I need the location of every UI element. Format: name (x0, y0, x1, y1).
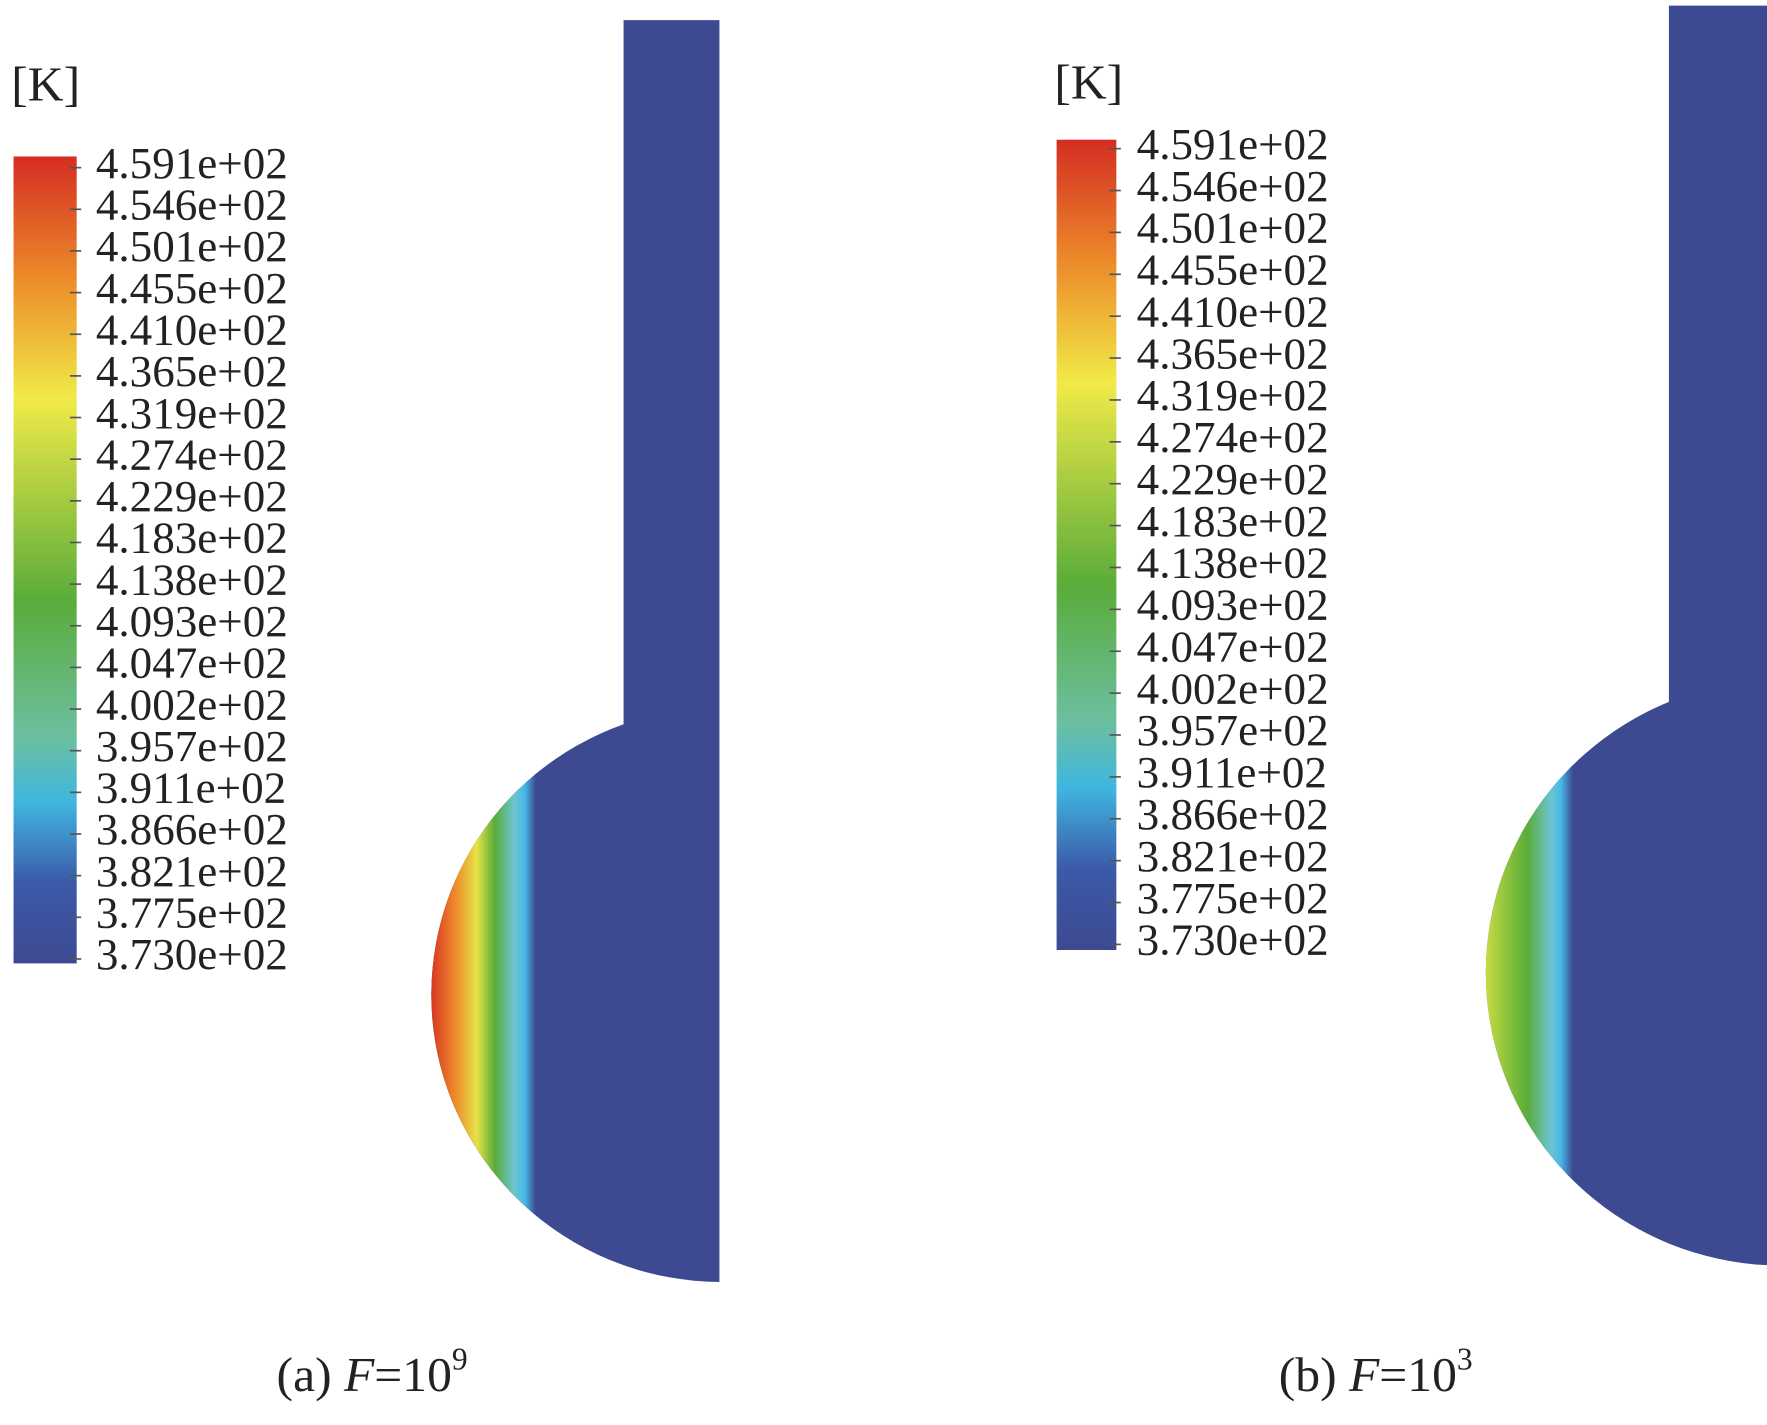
colorbar-label: 4.546e+02 (1137, 161, 1329, 211)
colorbar-label: 3.730e+02 (96, 929, 288, 979)
colorbar-label: 3.911e+02 (96, 763, 286, 813)
colorbar-label: 4.546e+02 (96, 180, 288, 230)
colorbar-label: 4.365e+02 (1137, 328, 1329, 378)
caption-equals: =10 (1379, 1348, 1457, 1403)
caption-equals: =10 (374, 1348, 452, 1403)
space (332, 1348, 344, 1403)
colorbar-label: 3.775e+02 (1137, 873, 1329, 923)
colorbar-label: 4.591e+02 (1137, 119, 1329, 169)
colorbar (1056, 139, 1117, 951)
caption-exponent: 3 (1457, 1342, 1473, 1377)
colorbar-label: 4.229e+02 (96, 471, 288, 521)
colorbar-label: 4.138e+02 (1137, 538, 1329, 588)
hot-zone (1485, 670, 1574, 1266)
colorbar-label: 4.002e+02 (1137, 664, 1329, 714)
space (1337, 1348, 1349, 1403)
colorbar-label: 4.274e+02 (1137, 412, 1329, 462)
caption-variable: F (343, 1348, 375, 1403)
colorbar-label: 3.866e+02 (96, 804, 288, 854)
colorbar-label: 4.501e+02 (1137, 203, 1329, 253)
colorbar-label: 4.047e+02 (1137, 622, 1329, 672)
unit-label: [K] (1054, 55, 1123, 110)
colorbar-label: 3.911e+02 (1137, 747, 1327, 797)
caption-variable: F (1348, 1348, 1380, 1403)
colorbar-label: 4.591e+02 (96, 138, 288, 188)
colorbar-label: 4.183e+02 (1137, 496, 1329, 546)
colorbar-label: 4.138e+02 (96, 555, 288, 605)
colorbar-label: 3.821e+02 (1137, 831, 1329, 881)
colorbar-label: 4.093e+02 (1137, 580, 1329, 630)
caption-exponent: 9 (452, 1342, 468, 1377)
colorbar-label: 3.957e+02 (96, 721, 288, 771)
colorbar (13, 156, 77, 964)
colorbar-label: 4.047e+02 (96, 638, 288, 688)
colorbar-label: 3.821e+02 (96, 846, 288, 896)
colorbar-label: 4.501e+02 (96, 221, 288, 271)
unit-label: [K] (11, 57, 80, 112)
colorbar-label: 3.775e+02 (96, 888, 288, 938)
caption: (a) F=109 (277, 1342, 468, 1403)
hot-zone (431, 670, 542, 1282)
caption-label: (b) (1279, 1348, 1337, 1403)
colorbar-label: 4.410e+02 (96, 305, 288, 355)
colorbar-label: 4.410e+02 (1137, 287, 1329, 337)
colorbar-label: 3.730e+02 (1137, 915, 1329, 965)
domain-b (1485, 5, 1767, 1266)
caption-label: (a) (277, 1348, 332, 1403)
caption: (b) F=103 (1279, 1342, 1473, 1403)
domain-a (431, 20, 720, 1282)
colorbar-label: 4.229e+02 (1137, 454, 1329, 504)
colorbar-label: 4.319e+02 (1137, 370, 1329, 420)
colorbar-label: 4.093e+02 (96, 596, 288, 646)
colorbar-label: 4.455e+02 (96, 263, 288, 313)
colorbar-label: 4.365e+02 (96, 346, 288, 396)
colorbar-label: 4.274e+02 (96, 430, 288, 480)
colorbar-label: 4.183e+02 (96, 513, 288, 563)
colorbar-label: 3.957e+02 (1137, 705, 1329, 755)
colorbar-label: 4.319e+02 (96, 388, 288, 438)
colorbar-label: 4.455e+02 (1137, 245, 1329, 295)
colorbar-label: 4.002e+02 (96, 679, 288, 729)
colorbar-label: 3.866e+02 (1137, 789, 1329, 839)
